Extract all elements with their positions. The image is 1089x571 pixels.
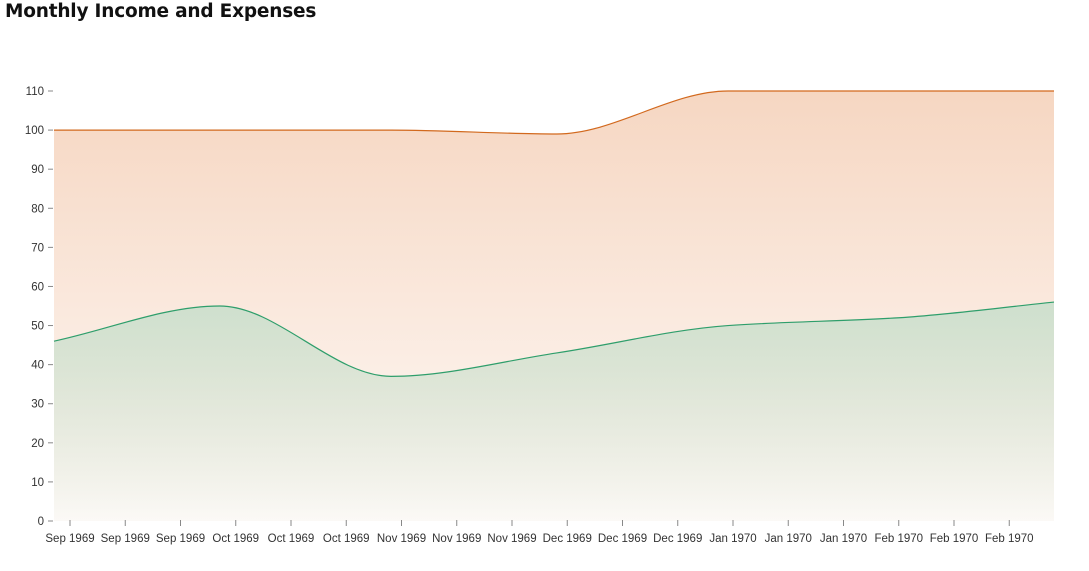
x-tick-label: Nov 1969 [377,533,426,545]
y-tick-label: 20 [31,438,44,450]
x-axis: Sep 1969 Sep 1969 Sep 1969 Oct 1969 Oct 1969… [45,520,1034,545]
x-tick-label: Dec 1969 [543,533,592,545]
x-tick-label: Oct 1969 [212,533,259,545]
x-tick-label: Oct 1969 [323,533,370,545]
area-fill-expenses [54,302,1054,521]
y-tick-label: 90 [31,164,44,176]
y-tick-label: 110 [26,86,44,98]
series-line-income [54,90,1054,135]
x-tick-label: Oct 1969 [268,533,315,545]
x-tick-label: Nov 1969 [487,533,536,545]
y-tick-label: 0 [38,516,44,528]
x-tick-label: Feb 1970 [930,533,979,545]
x-tick-label: Sep 1969 [156,533,205,545]
y-tick-label: 60 [31,281,44,293]
y-tick-label: 40 [31,360,44,372]
y-tick-label: 10 [31,477,44,489]
y-tick-label: 70 [31,242,44,254]
y-tick-label: 50 [31,321,44,333]
x-tick-label: Sep 1969 [101,533,150,545]
x-tick-label: Nov 1969 [432,533,481,545]
y-tick-label: 100 [25,125,44,137]
x-tick-label: Jan 1970 [709,533,756,545]
y-tick-label: 30 [31,399,44,411]
series-line-expenses [53,301,1055,377]
x-tick-label: Jan 1970 [820,533,867,545]
y-axis: 0 10 20 30 40 50 60 70 80 90 100 110 [25,86,53,528]
y-tick-label: 80 [31,203,44,215]
x-tick-label: Dec 1969 [598,533,647,545]
x-tick-label: Sep 1969 [45,533,94,545]
x-tick-label: Dec 1969 [653,533,702,545]
chart-title: Monthly Income and Expenses [5,1,317,22]
series-areas [53,90,1055,521]
x-tick-label: Jan 1970 [765,533,812,545]
x-tick-label: Feb 1970 [874,533,923,545]
x-tick-label: Feb 1970 [985,533,1034,545]
